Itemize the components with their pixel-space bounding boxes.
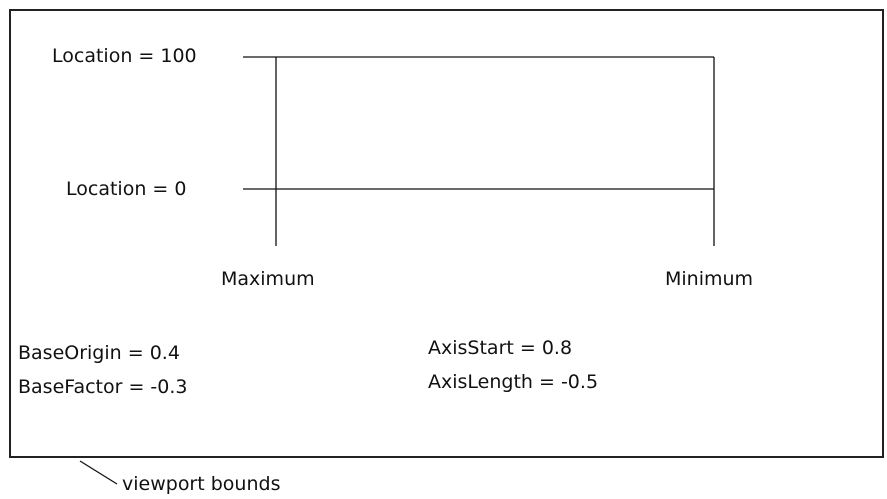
base-factor-label: BaseFactor = -0.3 [18,376,188,398]
maximum-label: Maximum [221,268,315,290]
viewport-caption-leader [79,460,118,485]
axis-length-label: AxisLength = -0.5 [428,371,599,393]
location-100-label: Location = 100 [52,45,197,67]
minimum-label: Minimum [665,268,754,290]
axis-start-label: AxisStart = 0.8 [428,337,573,359]
viewport-bounds-rectangle [9,9,884,458]
base-origin-label: BaseOrigin = 0.4 [18,342,180,364]
viewport-bounds-caption: viewport bounds [122,473,281,495]
location-0-label: Location = 0 [66,178,187,200]
